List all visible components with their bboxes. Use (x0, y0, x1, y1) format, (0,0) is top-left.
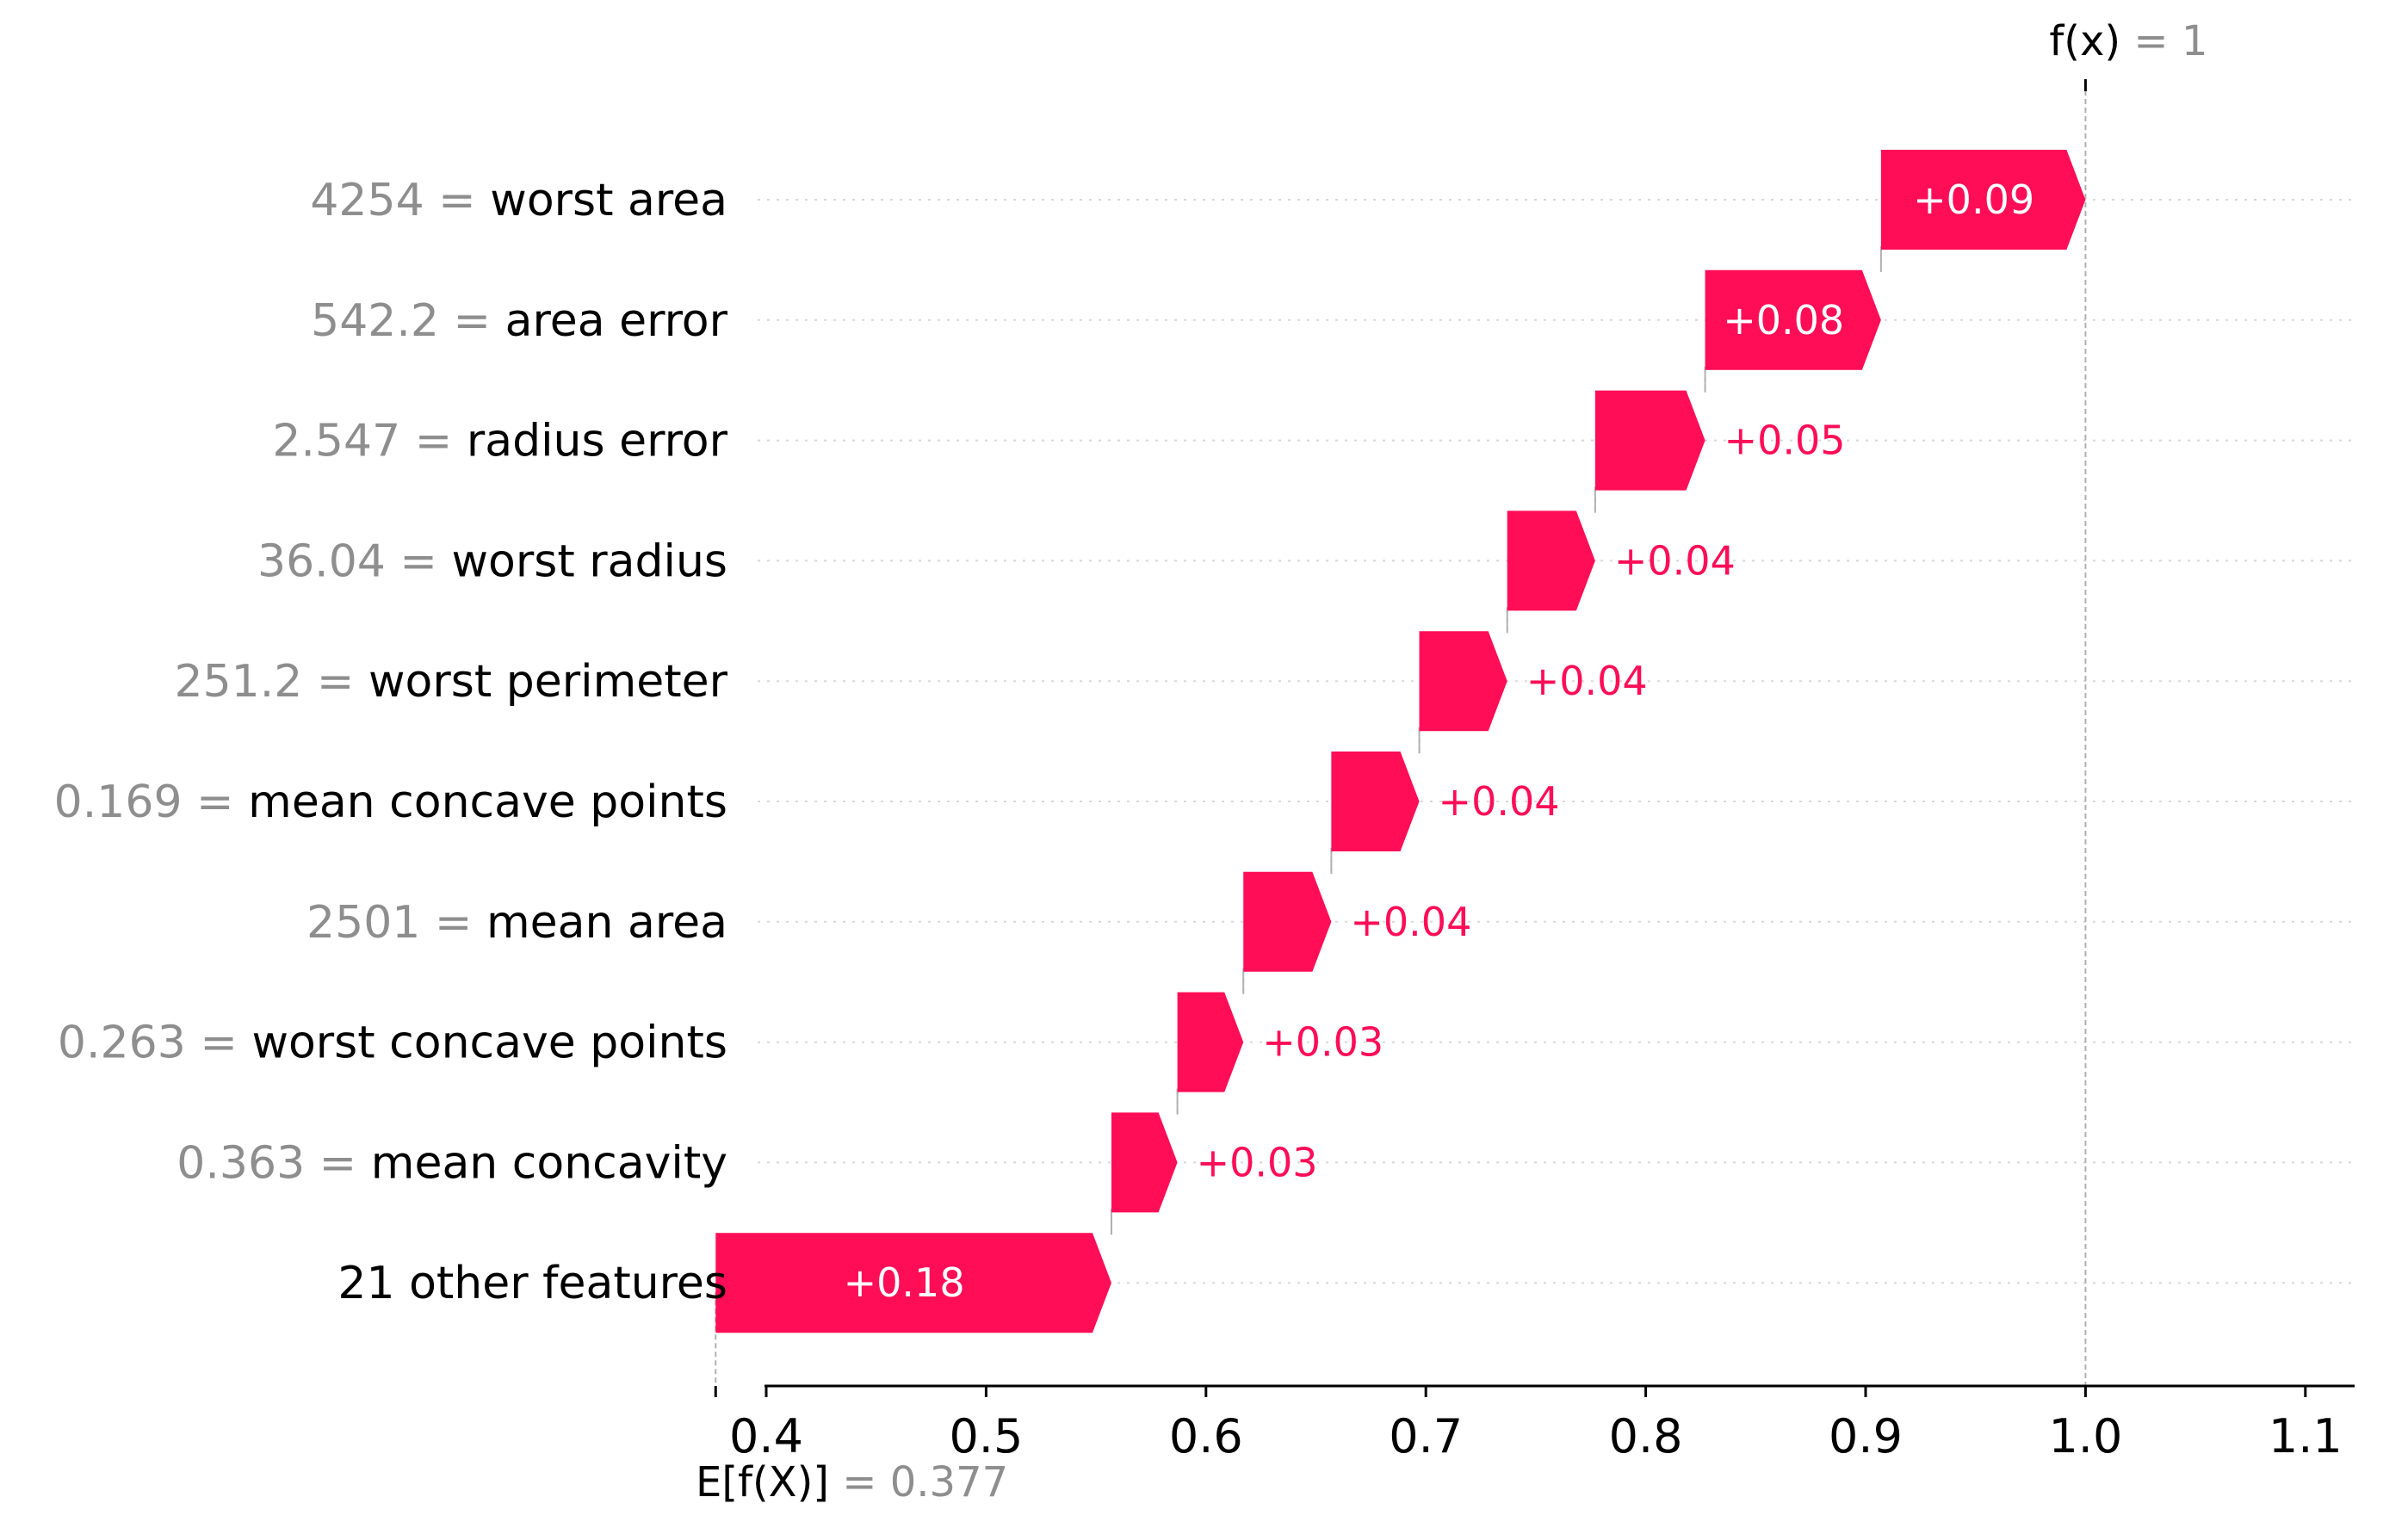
contribution-label: +0.04 (1439, 778, 1560, 825)
feature-label: 0.263 = worst concave points (58, 1018, 727, 1069)
contribution-bar (1880, 150, 2086, 250)
contribution-bar (1594, 390, 1705, 491)
feature-label: 251.2 = worst perimeter (175, 656, 728, 708)
row-gridlines (758, 199, 2355, 1284)
contribution-bar (1331, 752, 1420, 851)
feature-name: mean concavity (371, 1137, 727, 1189)
contribution-label: +0.05 (1724, 418, 1846, 464)
feature-label: 542.2 = area error (311, 295, 728, 347)
output-value-annotation: f(x) = 1 (2049, 17, 2207, 65)
equals-sign: = (386, 535, 452, 587)
contribution-bar (1111, 1112, 1178, 1213)
contribution-label: +0.04 (1614, 537, 1736, 584)
feature-name: mean area (486, 897, 727, 949)
contribution-label: +0.18 (844, 1259, 965, 1306)
contribution-bar (715, 1233, 1111, 1333)
value-annotations: f(x) = 1 E[f(X)] = 0.377 (696, 17, 2207, 1506)
contribution-label: +0.03 (1197, 1139, 1318, 1185)
feature-value: 2.547 (272, 416, 400, 467)
equals-sign: = (420, 897, 486, 949)
feature-name: worst radius (452, 535, 727, 587)
base-label: E[f(X)] (696, 1458, 829, 1506)
contribution-bar (1243, 871, 1332, 972)
x-tick-label: 1.0 (2048, 1409, 2122, 1463)
feature-name: area error (505, 295, 728, 347)
x-tick-label: 0.4 (729, 1409, 803, 1463)
output-value: = 1 (2120, 17, 2207, 65)
feature-value: 36.04 (257, 535, 386, 587)
feature-label: 0.169 = mean concave points (54, 776, 727, 828)
x-tick-label: 0.9 (1829, 1409, 1903, 1463)
feature-label: 21 other features (337, 1258, 727, 1309)
feature-value: 542.2 (311, 295, 439, 347)
feature-name: worst concave points (251, 1018, 727, 1069)
output-label: f(x) (2049, 17, 2120, 65)
feature-name: radius error (467, 416, 728, 467)
feature-label: 0.363 = mean concavity (176, 1137, 727, 1189)
contribution-label: +0.04 (1526, 658, 1648, 704)
feature-value: 0.263 (58, 1018, 186, 1069)
contribution-label: +0.08 (1723, 297, 1844, 343)
equals-sign: = (305, 1137, 371, 1189)
x-tick-label: 0.6 (1169, 1409, 1243, 1463)
x-tick-label: 1.1 (2269, 1409, 2343, 1463)
bar-connectors (715, 82, 2087, 1396)
feature-label: 36.04 = worst radius (257, 535, 727, 587)
feature-value: 0.363 (176, 1137, 305, 1189)
x-tick-label: 0.8 (1609, 1409, 1683, 1463)
contribution-label: +0.09 (1913, 176, 2034, 223)
contribution-bars: +0.09 +0.08 +0.05 +0.04 +0.04 +0.04 +0.04 +0.03… (715, 150, 2086, 1333)
feature-labels: 4254 = worst area 542.2 = area error 2.547… (54, 175, 728, 1309)
contribution-label: +0.03 (1262, 1019, 1384, 1066)
feature-value: 0.169 (54, 776, 183, 828)
feature-value: 4254 (310, 175, 424, 226)
x-tick-label: 0.7 (1389, 1409, 1463, 1463)
base-value: = 0.377 (829, 1458, 1008, 1506)
feature-label: 4254 = worst area (310, 175, 727, 226)
base-value-annotation: E[f(X)] = 0.377 (696, 1458, 1008, 1506)
x-axis: 0.4 0.5 0.6 0.7 0.8 0.9 1.0 1.1 (714, 79, 2355, 1463)
feature-value: 251.2 (175, 656, 303, 708)
feature-label: 2.547 = radius error (272, 416, 727, 467)
feature-value: 2501 (306, 897, 420, 949)
feature-name: worst perimeter (368, 656, 728, 708)
contribution-bar (1419, 631, 1507, 732)
x-tick-label: 0.5 (949, 1409, 1023, 1463)
equals-sign: = (439, 295, 505, 347)
feature-name: mean concave points (248, 776, 727, 828)
feature-label: 2501 = mean area (306, 897, 727, 949)
equals-sign: = (424, 175, 491, 226)
equals-sign: = (302, 656, 368, 708)
equals-sign: = (400, 416, 467, 467)
contribution-bar (1507, 510, 1595, 611)
contribution-bar (1177, 992, 1244, 1092)
feature-name: worst area (490, 175, 727, 226)
equals-sign: = (183, 776, 249, 828)
contribution-bar (1705, 269, 1881, 370)
equals-sign: = (186, 1018, 252, 1069)
feature-name: 21 other features (337, 1258, 727, 1309)
contribution-label: +0.04 (1350, 899, 1471, 945)
